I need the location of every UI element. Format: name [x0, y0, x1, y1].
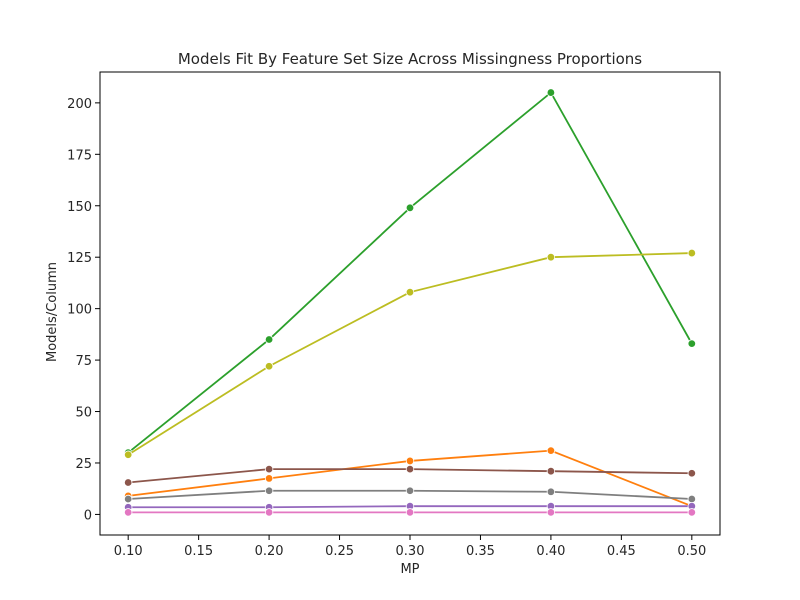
series-1-point — [546, 88, 556, 97]
series-7-point — [123, 508, 133, 517]
series-4-point — [405, 464, 415, 474]
series-7-point — [546, 508, 556, 517]
series-7-point — [264, 508, 274, 517]
x-tick-label: 0.45 — [607, 544, 636, 559]
y-tick-label: 75 — [75, 354, 92, 369]
series-line-1 — [127, 91, 693, 454]
series-line-2 — [127, 252, 692, 456]
x-tick-label: 0.10 — [114, 544, 143, 559]
y-axis: 0 25 50 75 100 125 150 175 200 — [67, 97, 100, 523]
series-5-point — [123, 494, 133, 504]
x-axis: 0.10 0.15 0.20 0.25 0.30 0.35 0.40 0.45 0.50 — [114, 535, 706, 559]
x-tick-label: 0.20 — [255, 544, 284, 559]
series-2-point — [546, 253, 556, 262]
series-5-point — [264, 486, 274, 495]
y-tick-label: 175 — [67, 148, 92, 163]
x-tick-label: 0.40 — [536, 544, 565, 559]
series-4-point — [123, 478, 133, 487]
series-5-point — [687, 494, 697, 504]
series-2-point — [687, 248, 697, 258]
y-tick-label: 150 — [67, 200, 92, 215]
series-2-point — [264, 362, 274, 371]
series-3-point — [405, 456, 415, 466]
y-tick-label: 25 — [75, 457, 92, 472]
series-1-point — [405, 203, 415, 213]
series-5-point — [546, 487, 556, 496]
series-3-point — [264, 474, 274, 483]
series-2-point — [405, 287, 415, 297]
series-4-point — [264, 464, 274, 474]
chart-title: Models Fit By Feature Set Size Across Mi… — [178, 50, 642, 68]
x-tick-label: 0.30 — [396, 544, 425, 559]
series-1-point — [264, 335, 274, 344]
y-tick-label: 50 — [75, 406, 92, 421]
series-7-point — [405, 508, 415, 517]
y-tick-label: 0 — [84, 508, 92, 523]
series-4-point — [546, 467, 556, 476]
y-tick-label: 125 — [67, 251, 92, 266]
x-axis-label: MP — [400, 562, 419, 577]
x-tick-label: 0.15 — [184, 544, 213, 559]
x-tick-label: 0.35 — [466, 544, 495, 559]
series-7-point — [687, 508, 697, 517]
x-tick-label: 0.50 — [677, 544, 706, 559]
y-axis-label: Models/Column — [45, 262, 60, 362]
series-3-point — [546, 446, 556, 455]
series-5-point — [405, 486, 415, 495]
series-2-point — [123, 450, 133, 459]
x-tick-label: 0.25 — [325, 544, 354, 559]
y-tick-label: 100 — [67, 303, 92, 318]
y-tick-label: 200 — [67, 97, 92, 112]
series-layer — [123, 88, 697, 517]
series-4-point — [687, 469, 697, 478]
series-1-point — [687, 339, 697, 348]
